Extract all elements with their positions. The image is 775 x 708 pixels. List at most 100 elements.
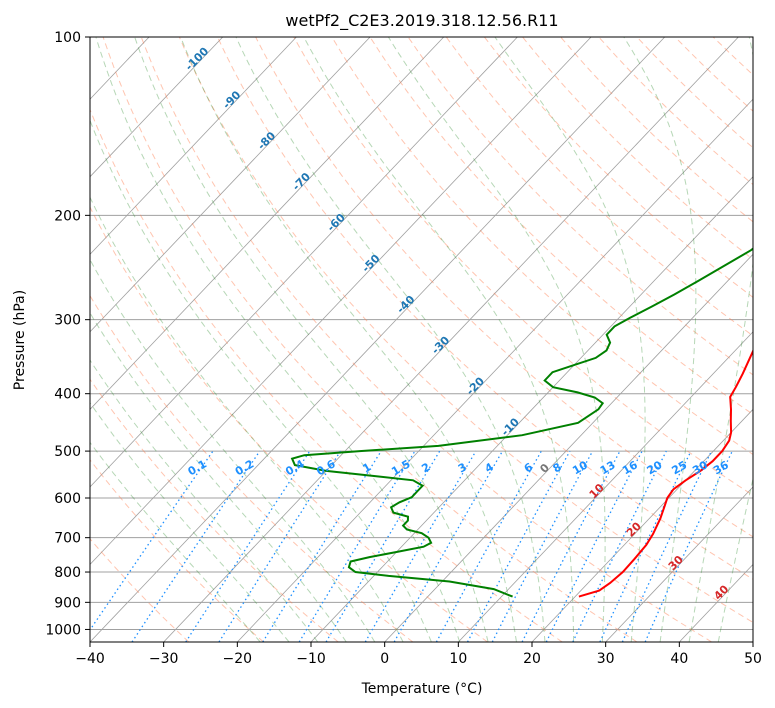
isotherm-line [90,37,224,178]
moist-adiabat-line [717,476,753,642]
isotherm-label: -30 [429,333,452,356]
isotherm-line [679,563,753,642]
dry-adiabat-line [255,37,753,538]
mixing-ratio-line [435,450,542,642]
dry-adiabat-line [484,37,753,298]
dry-adiabat-line [369,37,753,415]
moist-adiabat-line [494,37,646,642]
isotherm-line [237,98,753,642]
moist-adiabat-line [90,119,432,642]
mixing-ratio-line [218,450,342,642]
dry-adiabat-line [90,537,190,642]
dry-adiabat-line [598,37,753,186]
y-tick-label: 500 [54,444,81,460]
dry-adiabat-line [522,37,753,260]
moist-adiabat-line [90,312,347,642]
isotherm-label: 30 [666,553,686,573]
isotherm-line [605,486,753,642]
y-tick-label: 300 [54,313,81,329]
moist-adiabat-line [90,196,404,642]
mixing-ratio-line [364,450,477,642]
dry-adiabat-line [90,108,563,642]
x-tick-label: −20 [223,651,253,667]
moist-adiabat-line [387,37,606,642]
mixing-ratio-label: 0.2 [233,457,256,478]
isotherm-line [90,37,297,255]
moist-adiabat-line [623,37,697,642]
dry-adiabat-line [636,37,753,149]
moist-adiabat-line [180,37,517,642]
mixing-ratio-line [90,450,214,632]
dry-adiabat-line [90,205,488,642]
isotherm-label: 40 [711,582,731,602]
y-axis-label: Pressure (hPa) [12,290,28,390]
isotherm-line [90,37,445,410]
x-tick-label: −10 [296,651,326,667]
x-axis-label: Temperature (°C) [361,681,483,697]
dry-adiabat-line [560,37,753,223]
x-tick-label: −40 [75,651,105,667]
isotherm-label: -20 [464,374,487,397]
mixing-ratio-label: 3 [456,460,469,475]
x-tick-label: 30 [597,651,615,667]
isotherm-line [163,37,739,642]
moist-adiabat-line [134,37,489,642]
dry-adiabat-line [293,37,753,496]
isotherm-label: -90 [220,88,243,111]
isotherm-line [0,37,2,642]
isotherm-label: -50 [359,252,382,275]
moist-adiabat-line [90,258,376,642]
mixing-ratio-label: 25 [670,458,690,477]
mixing-ratio-label: 1 [360,460,373,475]
x-tick-label: 50 [744,651,762,667]
mixing-ratio-line [621,450,713,642]
x-tick-label: 0 [380,651,389,667]
isotherm-label: -70 [290,170,313,193]
mixing-ratio-label: 10 [570,458,590,477]
isotherm-label: -100 [183,45,212,74]
y-tick-label: 900 [54,595,81,611]
mixing-ratio-line [572,450,667,642]
moist-adiabat-line [90,441,261,642]
isotherm-line [90,37,592,566]
mixing-ratio-line [185,450,311,642]
dry-adiabat-line [674,37,753,112]
mixing-ratio-line [298,450,416,642]
moist-adiabat-line [235,37,546,642]
dry-adiabat-line [90,294,414,642]
moist-adiabat-line [90,359,319,642]
moist-adiabat-line [688,37,753,642]
isotherm-line [310,176,753,642]
y-tick-label: 700 [54,531,81,547]
y-tick-label: 100 [54,30,81,46]
x-tick-label: 10 [449,651,467,667]
y-tick-label: 200 [54,208,81,224]
dry-adiabat-line [407,37,753,376]
y-tick-label: 800 [54,565,81,581]
dry-adiabat-line [102,37,638,642]
profile-line [290,247,753,598]
isotherm-line [531,408,753,642]
dry-adiabat-line [90,459,264,642]
chart-title: wetPf2_C2E3.2019.318.12.56.R11 [285,11,558,31]
profile-line [578,348,753,598]
mixing-ratio-label: 8 [551,460,564,475]
x-tick-label: 40 [670,651,688,667]
mixing-ratio-line [466,450,571,642]
mixing-ratio-label: 36 [711,458,731,477]
mixing-ratio-line [131,450,261,642]
y-tick-label: 1000 [45,622,81,638]
mixing-ratio-label: 16 [620,458,640,477]
isotherm-line [384,253,753,642]
y-tick-label: 400 [54,387,81,403]
isotherm-label: -60 [325,211,348,234]
isotherm-line [458,331,753,642]
mixing-ratio-line [644,450,733,642]
dry-adiabat-line [217,37,753,580]
mixing-ratio-label: 2 [419,460,432,475]
x-tick-label: −30 [149,651,179,667]
plot-frame [89,36,754,643]
dry-adiabat-line [90,378,339,642]
x-tick-label: 20 [523,651,541,667]
mixing-ratio-label: 20 [645,458,665,477]
